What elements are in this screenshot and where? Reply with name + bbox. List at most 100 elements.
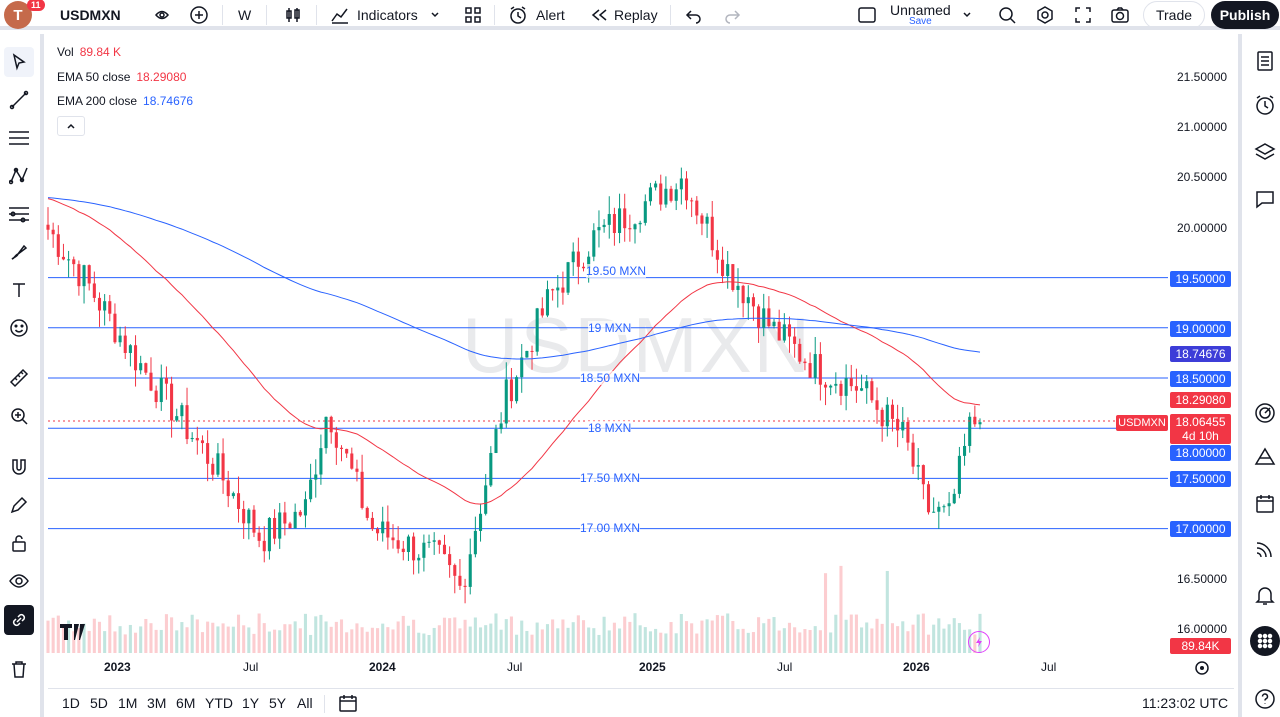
date-range-calendar-icon[interactable] (338, 693, 358, 717)
watchlist-icon[interactable] (1250, 46, 1280, 76)
trend-line-icon[interactable] (4, 85, 34, 115)
eye-icon[interactable] (4, 566, 34, 596)
vol-label: Vol (57, 45, 74, 59)
range-5y[interactable]: 5Y (269, 695, 287, 711)
candle-body (612, 214, 616, 234)
target-icon[interactable] (1250, 398, 1280, 428)
top-toolbar: T 11 USDMXN W Indicators Alert Replay Un (0, 0, 1280, 30)
chat-icon[interactable] (1250, 184, 1280, 214)
cursor-icon[interactable] (4, 47, 34, 77)
candle-body (226, 480, 230, 497)
compare-symbol-icon[interactable] (150, 1, 174, 29)
help-icon[interactable] (1250, 684, 1280, 714)
range-1y[interactable]: 1Y (242, 695, 260, 711)
apps-grid-icon[interactable] (1250, 626, 1280, 656)
volume-legend[interactable]: Vol 89.84 K (57, 45, 121, 59)
range-1d[interactable]: 1D (62, 695, 80, 711)
candle-body (484, 485, 488, 514)
notification-bell-icon[interactable] (1250, 580, 1280, 610)
layers-icon[interactable] (1250, 137, 1280, 167)
link-icon[interactable] (4, 605, 34, 635)
hline-tag-1950: 19.50000 (1170, 271, 1231, 287)
ema200-value: 18.74676 (143, 94, 194, 108)
range-6m[interactable]: 6M (176, 695, 196, 711)
candle-body (51, 229, 55, 235)
chevron-up-icon (67, 123, 75, 129)
candle-body (721, 259, 725, 276)
fullscreen-icon[interactable] (1071, 1, 1095, 29)
volume-bar (468, 626, 472, 653)
range-all[interactable]: All (297, 695, 313, 711)
candle-body (504, 379, 508, 424)
ema200-legend[interactable]: EMA 200 close 18.74676 (57, 94, 193, 108)
brush-icon[interactable] (4, 237, 34, 267)
candle-body (654, 183, 658, 188)
candle-body (396, 540, 400, 549)
candle-body (669, 188, 673, 201)
volume-bar (376, 628, 380, 653)
volume-bar (345, 632, 349, 653)
pencil-lock-icon[interactable] (4, 490, 34, 520)
horizontal-lines-icon[interactable] (4, 123, 34, 153)
pattern-tool-icon[interactable] (4, 161, 34, 191)
volume-bar (51, 617, 55, 653)
symbol-search-button[interactable]: USDMXN (60, 7, 121, 23)
tradingview-logo[interactable] (60, 622, 92, 645)
text-tool-icon[interactable] (4, 275, 34, 305)
settings-gear-icon[interactable] (1033, 1, 1057, 29)
candle-body (890, 404, 895, 419)
volume-bar (638, 625, 642, 653)
candle-body (175, 416, 179, 421)
interval-button[interactable]: W (238, 7, 252, 23)
collapse-legend-button[interactable] (57, 116, 85, 136)
range-ytd[interactable]: YTD (205, 695, 233, 711)
indicators-button[interactable]: Indicators (330, 1, 440, 29)
candle-body (520, 357, 524, 378)
range-5d[interactable]: 5D (90, 695, 108, 711)
ema50-legend[interactable]: EMA 50 close 18.29080 (57, 70, 186, 84)
publish-button[interactable]: Publish (1211, 1, 1279, 29)
lock-icon[interactable] (4, 528, 34, 558)
candle-body (247, 509, 251, 524)
trash-icon[interactable] (4, 654, 34, 684)
broadcast-icon[interactable] (1250, 534, 1280, 564)
replay-button[interactable]: Replay (590, 1, 658, 29)
user-avatar[interactable]: T 11 (4, 0, 45, 29)
volume-bar (695, 633, 699, 653)
ema50-line (47, 198, 981, 505)
layout-menu-chevron-icon[interactable] (958, 1, 976, 29)
candle-body (267, 517, 271, 552)
pattern-triangle-icon[interactable] (1250, 442, 1280, 472)
emoji-icon[interactable] (4, 313, 34, 343)
candle-body (566, 262, 570, 293)
lightning-icon[interactable] (968, 631, 990, 653)
magnet-icon[interactable] (4, 452, 34, 482)
add-symbol-icon[interactable] (187, 1, 211, 29)
undo-icon[interactable] (682, 1, 706, 29)
alerts-clock-icon[interactable] (1250, 90, 1280, 120)
volume-bar (798, 632, 802, 653)
candle-body (715, 250, 719, 260)
alert-button[interactable]: Alert (508, 1, 565, 29)
candles-icon[interactable] (281, 1, 305, 29)
price-tick: 16.50000 (1177, 572, 1228, 586)
time-tick: Jul (243, 660, 259, 674)
layout-checkbox-icon[interactable] (856, 1, 878, 29)
utc-clock[interactable]: 11:23:02 UTC (1142, 695, 1229, 711)
layout-name-button[interactable]: Unnamed Save (890, 1, 951, 29)
calendar-icon[interactable] (1250, 489, 1280, 519)
redo-icon[interactable] (720, 1, 744, 29)
fib-retracement-icon[interactable] (4, 199, 34, 229)
zoom-in-icon[interactable] (4, 401, 34, 431)
range-3m[interactable]: 3M (147, 695, 167, 711)
candle-body (103, 301, 107, 311)
ruler-icon[interactable] (4, 363, 34, 393)
candle-body (236, 493, 241, 509)
layouts-grid-icon[interactable] (461, 1, 485, 29)
camera-icon[interactable] (1108, 1, 1132, 29)
trade-button[interactable]: Trade (1143, 1, 1205, 29)
candle-body (509, 379, 513, 402)
time-settings-icon[interactable] (1194, 660, 1210, 681)
quick-search-icon[interactable] (995, 1, 1019, 29)
range-1m[interactable]: 1M (118, 695, 138, 711)
